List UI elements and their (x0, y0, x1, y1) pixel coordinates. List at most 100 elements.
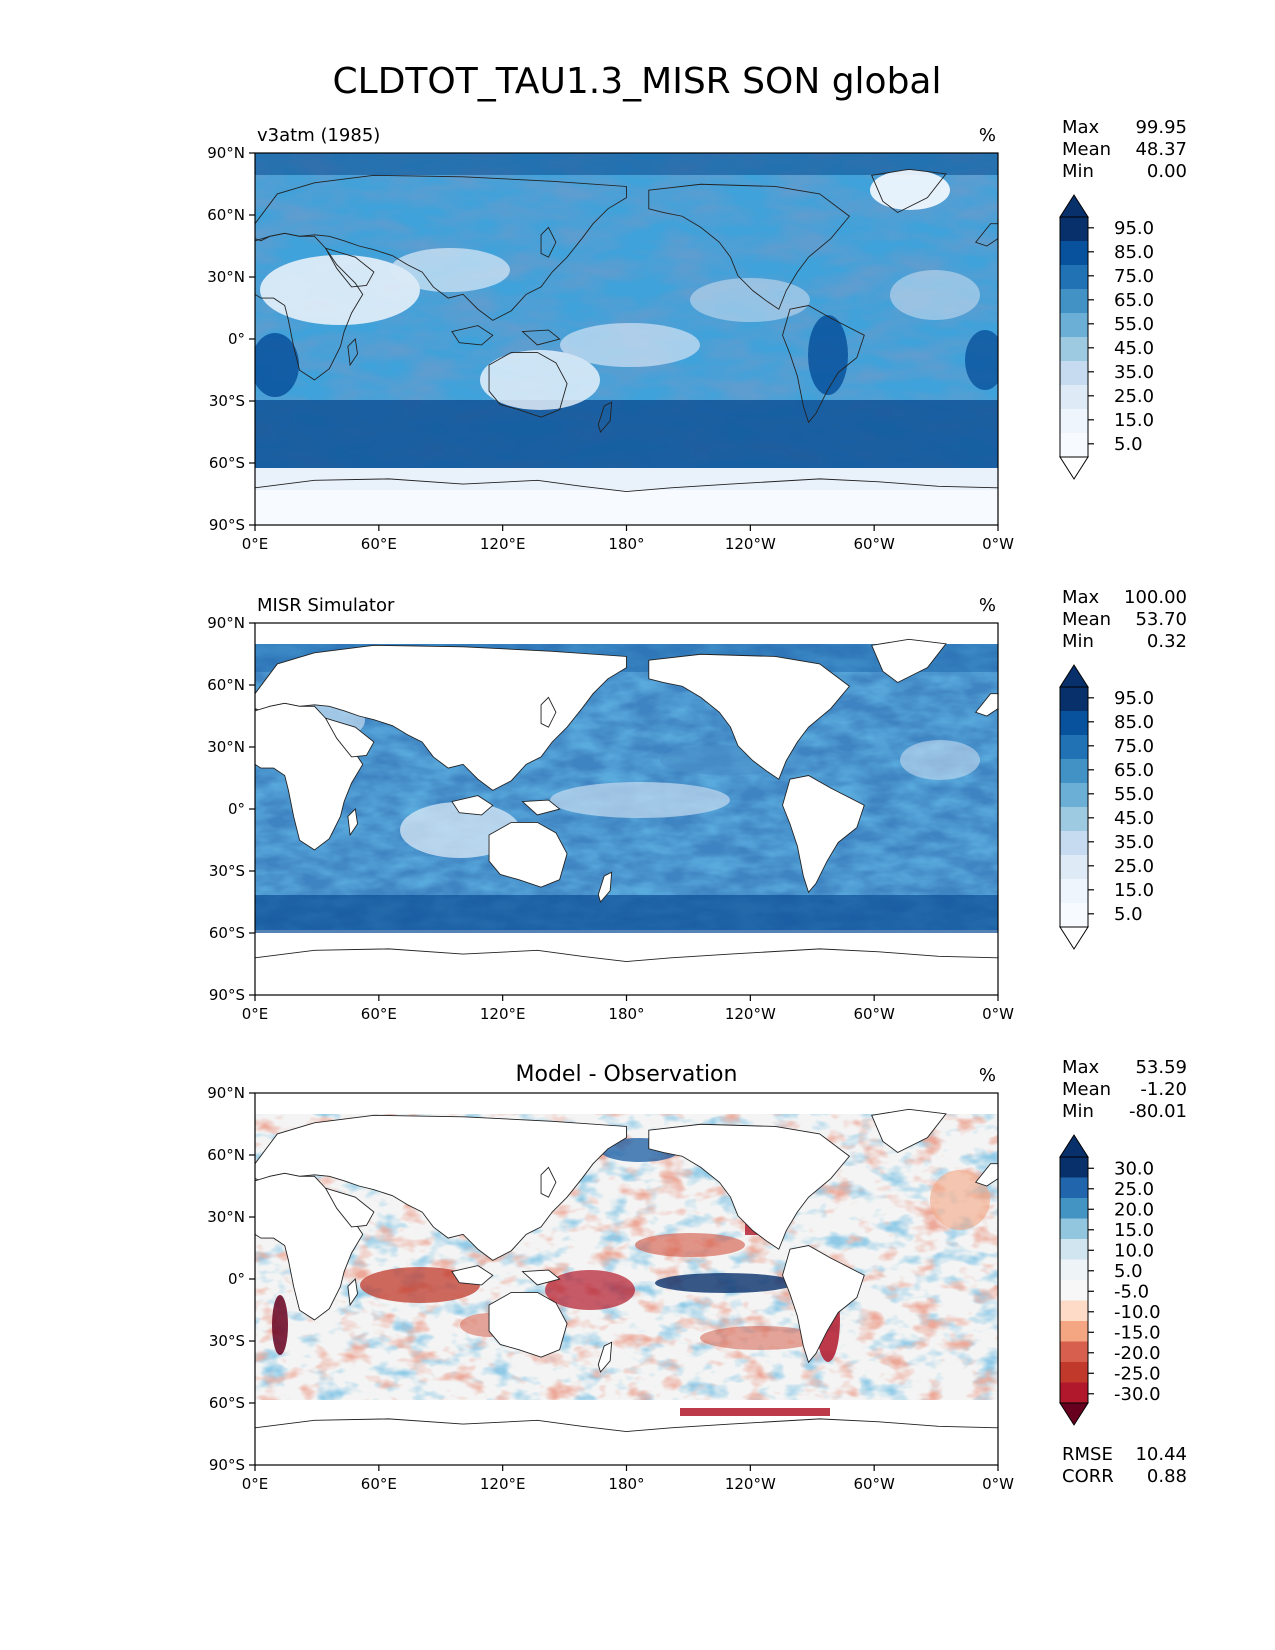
panel-units: % (979, 1065, 996, 1086)
stat-label: Max (1062, 117, 1100, 138)
y-tick-label: 60°N (207, 206, 245, 224)
extra-stat-value: 10.44 (1135, 1444, 1187, 1465)
y-tick-label: 0° (228, 800, 245, 818)
colorbar-label: 25.0 (1114, 1179, 1154, 1200)
y-tick-label: 30°N (207, 1208, 245, 1226)
stat-label: Min (1062, 161, 1094, 182)
colorbar-label: 35.0 (1114, 832, 1154, 853)
colorbar-label: 10.0 (1114, 1240, 1154, 1261)
extra-stat-value: 0.88 (1147, 1466, 1187, 1487)
panel-units: % (979, 125, 996, 146)
panel-model (254, 152, 999, 526)
colorbar-label: 20.0 (1114, 1199, 1154, 1220)
y-tick-label: 0° (228, 1270, 245, 1288)
y-tick-label: 90°S (209, 1456, 245, 1474)
y-tick-label: 90°N (207, 1084, 245, 1102)
extra-stat-label: RMSE (1062, 1444, 1113, 1465)
stat-label: Mean (1062, 1079, 1111, 1100)
axes-layer: 0°E 60°E 120°E 180° 120°W 60°W 0°W 90°N 60°N 30°N… (207, 117, 1187, 1493)
panel-left-title: MISR Simulator (257, 595, 395, 616)
y-tick-label: 30°S (209, 862, 245, 880)
stat-value: 53.59 (1135, 1057, 1187, 1078)
stat-value: 99.95 (1135, 117, 1187, 138)
y-tick-label: 60°S (209, 1394, 245, 1412)
y-tick-label: 30°S (209, 1332, 245, 1350)
colorbar-label: 55.0 (1114, 784, 1154, 805)
y-tick-label: 90°N (207, 144, 245, 162)
colorbar-label: 95.0 (1114, 218, 1154, 239)
colorbar-label: 55.0 (1114, 314, 1154, 335)
colorbar-label: 25.0 (1114, 856, 1154, 877)
x-tick-label: 120°E (480, 1005, 526, 1023)
y-tick-label: 90°S (209, 986, 245, 1004)
x-tick-label: 120°W (725, 535, 776, 553)
colorbar-label: 30.0 (1114, 1158, 1154, 1179)
y-tick-label: 60°S (209, 454, 245, 472)
colorbar-label: -15.0 (1114, 1322, 1161, 1343)
colorbar-label: 25.0 (1114, 386, 1154, 407)
colorbar-label: 5.0 (1114, 434, 1143, 455)
y-tick-label: 0° (228, 330, 245, 348)
y-tick-label: 30°S (209, 392, 245, 410)
colorbar-label: 95.0 (1114, 688, 1154, 709)
x-tick-label: 60°W (853, 1005, 895, 1023)
colorbar-label: 35.0 (1114, 362, 1154, 383)
colorbar-label: 15.0 (1114, 1220, 1154, 1241)
colorbar-label: -10.0 (1114, 1302, 1161, 1323)
stat-value: 53.70 (1135, 609, 1187, 630)
colorbar-label: 45.0 (1114, 338, 1154, 359)
x-tick-label: 60°W (853, 535, 895, 553)
colorbar-label: -25.0 (1114, 1363, 1161, 1384)
panel-left-title: v3atm (1985) (257, 125, 380, 146)
stat-value: -1.20 (1140, 1079, 1187, 1100)
x-tick-label: 120°E (480, 535, 526, 553)
x-tick-label: 0°W (982, 1005, 1014, 1023)
stat-value: -80.01 (1129, 1101, 1187, 1122)
x-tick-label: 120°W (725, 1475, 776, 1493)
panel-center-title: Model - Observation (516, 1062, 738, 1087)
x-tick-label: 0°E (242, 535, 269, 553)
colorbar-label: 65.0 (1114, 760, 1154, 781)
y-tick-label: 90°S (209, 516, 245, 534)
stat-label: Max (1062, 587, 1100, 608)
colorbar-model (1059, 194, 1089, 480)
x-tick-label: 60°E (361, 535, 397, 553)
figure-title: CLDTOT_TAU1.3_MISR SON global (333, 61, 942, 102)
y-tick-label: 60°S (209, 924, 245, 942)
colorbar-label: 85.0 (1114, 712, 1154, 733)
stat-value: 100.00 (1124, 587, 1187, 608)
x-tick-label: 60°E (361, 1475, 397, 1493)
stat-value: 48.37 (1135, 139, 1187, 160)
x-tick-label: 60°E (361, 1005, 397, 1023)
stat-label: Max (1062, 1057, 1100, 1078)
colorbar-difference (1059, 1134, 1089, 1426)
colorbar-label: -20.0 (1114, 1343, 1161, 1364)
extra-stat-label: CORR (1062, 1466, 1114, 1487)
y-tick-label: 90°N (207, 614, 245, 632)
colorbar-label: 65.0 (1114, 290, 1154, 311)
stat-label: Mean (1062, 139, 1111, 160)
y-tick-label: 30°N (207, 738, 245, 756)
stat-value: 0.32 (1147, 631, 1187, 652)
colorbar-label: 45.0 (1114, 808, 1154, 829)
x-tick-label: 60°W (853, 1475, 895, 1493)
x-tick-label: 180° (608, 535, 644, 553)
x-tick-label: 0°W (982, 1475, 1014, 1493)
x-tick-label: 180° (608, 1005, 644, 1023)
x-tick-label: 0°E (242, 1005, 269, 1023)
stat-value: 0.00 (1147, 161, 1187, 182)
colorbar-label: 75.0 (1114, 266, 1154, 287)
colorbar-label: 15.0 (1114, 880, 1154, 901)
y-tick-label: 30°N (207, 268, 245, 286)
colorbar-label: 5.0 (1114, 1261, 1143, 1282)
y-tick-label: 60°N (207, 676, 245, 694)
observation-map (255, 623, 998, 995)
colorbar-label: -30.0 (1114, 1384, 1161, 1405)
panel-difference (254, 1092, 999, 1466)
x-tick-label: 120°W (725, 1005, 776, 1023)
stat-label: Min (1062, 1101, 1094, 1122)
colorbar-label: -5.0 (1114, 1281, 1149, 1302)
x-tick-label: 180° (608, 1475, 644, 1493)
difference-map (255, 1093, 998, 1465)
colorbar-label: 75.0 (1114, 736, 1154, 757)
